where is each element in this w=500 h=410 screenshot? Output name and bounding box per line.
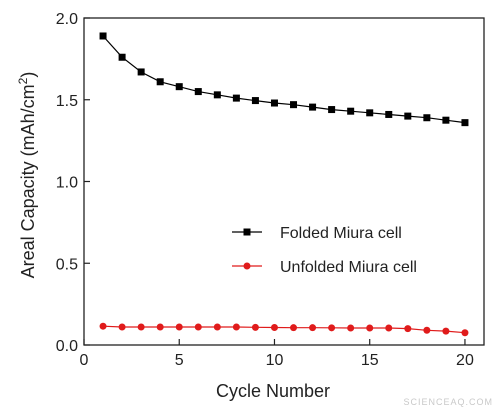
data-point-folded [270,99,278,107]
y-axis-title-superscript: 2 [16,77,30,84]
data-point-unfolded [251,323,259,331]
data-point-unfolded [156,323,164,331]
y-tick-label: 2.0 [56,11,78,28]
legend-marker-folded [243,228,251,236]
plot-frame [83,17,485,346]
y-axis-title-close: ) [18,72,38,78]
data-point-folded [175,83,183,91]
axes: 0 5 10 15 20 0.0 0.5 1.0 1.5 2.0 [56,11,474,369]
data-point-folded [423,114,431,122]
watermark: SCIENCEAQ.COM [403,397,493,407]
data-point-unfolded [270,324,278,332]
data-point-folded [137,68,145,76]
data-point-folded [385,110,393,118]
data-point-folded [347,107,355,115]
y-tick-label: 1.0 [56,175,78,192]
x-tick-label: 5 [175,352,184,369]
x-axis-title: Cycle Number [216,381,330,401]
data-point-unfolded [347,324,355,332]
x-tick-label: 15 [361,352,379,369]
data-point-folded [251,97,259,105]
data-point-folded [328,106,336,114]
x-tick-label: 0 [80,352,89,369]
y-tick-label: 0.0 [56,338,78,355]
data-point-unfolded [423,326,431,334]
data-point-unfolded [366,324,374,332]
x-tick-label: 10 [266,352,284,369]
data-point-folded [290,101,298,109]
legend-marker-unfolded [243,262,251,270]
data-point-folded [309,103,317,111]
data-point-unfolded [213,323,221,331]
data-point-unfolded [194,323,202,331]
y-axis-title: Areal Capacity (mAh/cm2) [16,72,38,279]
data-point-unfolded [137,323,145,331]
data-point-folded [366,109,374,117]
data-point-unfolded [175,323,183,331]
data-point-unfolded [404,325,412,333]
legend: Folded Miura cell Unfolded Miura cell [232,225,417,276]
data-point-unfolded [232,323,240,331]
data-point-folded [232,94,240,102]
data-point-unfolded [442,327,450,335]
data-point-folded [99,32,107,40]
data-point-folded [442,116,450,124]
y-axis-title-main: Areal Capacity (mAh/cm [18,84,38,278]
data-point-folded [194,88,202,96]
plot-content [99,32,469,337]
data-point-unfolded [290,324,298,332]
legend-label-folded: Folded Miura cell [280,225,402,242]
data-point-folded [156,78,164,86]
data-point-unfolded [328,324,336,332]
data-point-folded [461,119,469,127]
data-point-unfolded [461,329,469,337]
data-point-unfolded [385,324,393,332]
data-point-unfolded [99,322,107,330]
data-point-unfolded [118,323,126,331]
y-tick-label: 1.5 [56,93,78,110]
x-tick-label: 20 [456,352,474,369]
data-point-folded [213,91,221,99]
y-tick-label: 0.5 [56,256,78,273]
legend-label-unfolded: Unfolded Miura cell [280,259,417,276]
data-point-folded [404,112,412,120]
data-point-folded [118,53,126,61]
data-point-unfolded [309,324,317,332]
